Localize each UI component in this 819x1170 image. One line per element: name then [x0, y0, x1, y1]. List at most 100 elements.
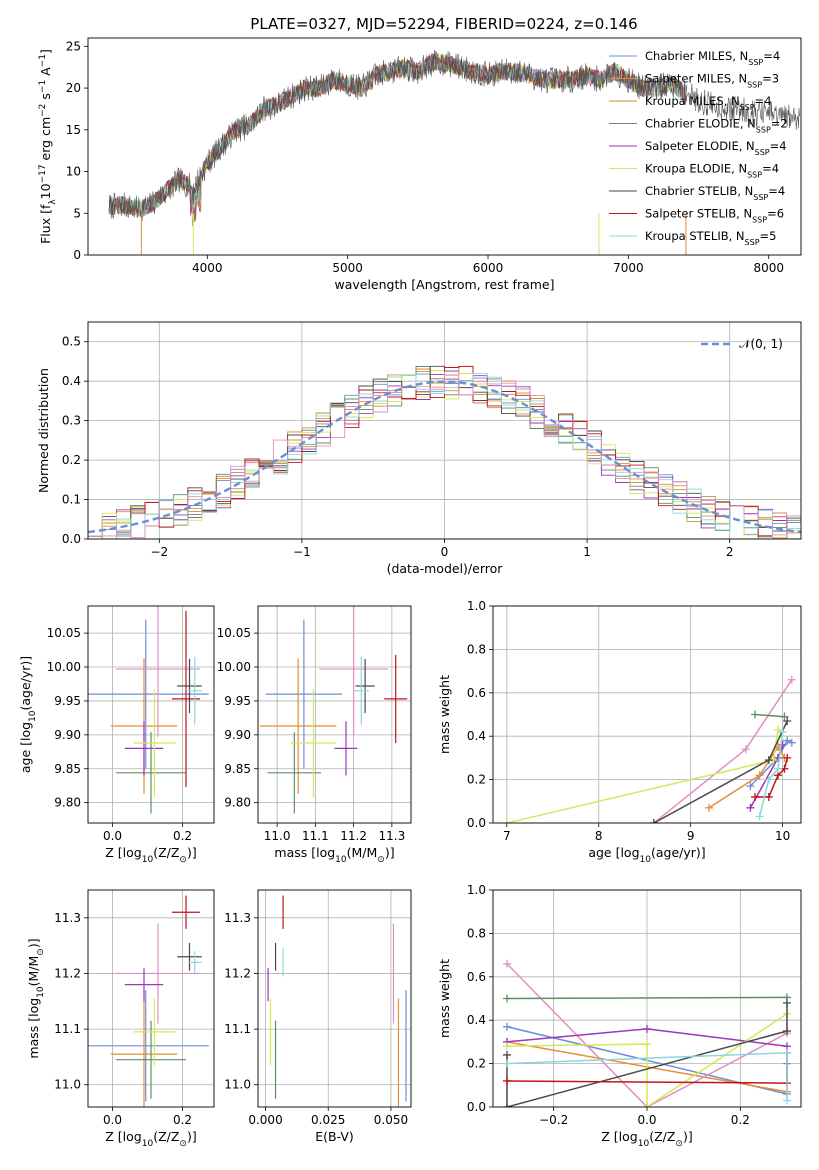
x-tick-label: 11.1: [302, 829, 329, 843]
legend-eq: =: [767, 207, 777, 221]
mass-weight-marker: [741, 745, 750, 754]
plot-frame: [257, 889, 412, 1108]
mass-weight-marker: [751, 792, 760, 801]
x-tick-label: 0.0: [103, 1113, 122, 1127]
y-tick-label: 0.8: [467, 642, 486, 656]
legend-sub: SSP: [756, 125, 771, 134]
legend-nssp: 4: [778, 184, 785, 198]
legend-nssp: 6: [777, 207, 784, 221]
x-axis-label-part: )]: [187, 1129, 197, 1144]
legend-nssp: 2: [780, 117, 787, 131]
age-vs-mass-panel: 11.0 11.1 11.2 11.3 9.80 9.85 9.90 9.95 10.00 10.…: [217, 605, 412, 865]
mass-weight-marker: [503, 1042, 511, 1051]
x-tick-label: −1: [293, 545, 311, 559]
x-axis-label-part: 10: [335, 855, 347, 865]
x-axis-label-part: ⊙: [675, 1139, 683, 1149]
y-axis-label-part: mass [log: [26, 998, 41, 1059]
legend-sub: SSP: [747, 170, 762, 179]
legend-nssp: 5: [769, 229, 776, 243]
y-tick-label: 0.0: [62, 532, 81, 546]
legend-eq: =: [770, 139, 780, 153]
x-axis-label-part: ⊙: [179, 855, 187, 865]
y-axis-label-part: −17: [38, 164, 48, 183]
x-axis-label: mass [log10(M/M⊙)]: [274, 845, 394, 865]
legend-entry: Salpeter MILES, NSSP=3: [645, 72, 779, 90]
x-axis-label-part: (Z/Z: [153, 845, 179, 860]
x-axis-label-part: 10: [142, 1139, 154, 1149]
y-axis-label-part: erg cm: [38, 117, 53, 165]
mass-weight-marker: [503, 1050, 511, 1059]
y-tick-label: 0.4: [467, 729, 486, 743]
y-tick-label: 0: [73, 248, 81, 262]
x-axis-label: E(B-V): [315, 1129, 354, 1144]
spectrum-panel: 4000 5000 6000 7000 80000510152025wavelength…: [38, 37, 802, 292]
legend-series-name: Chabrier MILES: [645, 49, 732, 63]
x-axis-label-part: (Z/Z: [153, 1129, 179, 1144]
y-tick-label: 11.2: [54, 966, 81, 980]
legend-eq: =: [762, 72, 772, 86]
y-tick-label: 0.2: [467, 1057, 486, 1071]
y-axis-label-part: 10: [36, 986, 46, 998]
mass-weight-marker: [778, 727, 787, 736]
mass-weight-marker: [503, 959, 511, 968]
x-tick-label: 0.0: [637, 1113, 656, 1127]
legend-entry: 𝒩(0, 1): [739, 337, 783, 351]
y-tick-label: 11.2: [224, 966, 251, 980]
mass-weight-marker: [755, 771, 764, 780]
y-axis-label: Flux [fλ10−17 erg cm−2 s−1 A−1]: [38, 49, 58, 244]
x-axis-label: (data-model)/error: [387, 561, 504, 576]
legend-entry: Chabrier STELIB, NSSP=4: [645, 184, 785, 202]
legend-eq: =: [763, 49, 773, 63]
y-axis-label-part: (M/M: [26, 956, 41, 987]
x-tick-label: 11.3: [379, 829, 406, 843]
plot-area: [503, 959, 791, 1107]
x-axis-label-part: mass [log: [274, 845, 335, 860]
y-tick-label: 10.00: [217, 660, 251, 674]
x-axis-label-part: 10: [638, 1139, 650, 1149]
mass-weight-marker: [503, 1022, 511, 1031]
mass-weight-marker: [764, 756, 773, 765]
y-tick-label: 5: [73, 206, 81, 220]
y-tick-label: 9.95: [224, 694, 251, 708]
x-tick-label: 0.2: [173, 829, 192, 843]
mass-weight-marker: [746, 782, 755, 791]
y-tick-label: 0.6: [467, 970, 486, 984]
y-tick-label: 11.0: [224, 1078, 251, 1092]
plot-area: [259, 606, 408, 814]
plot-frame: [492, 889, 802, 1108]
y-axis-label-part: λ: [48, 199, 58, 205]
legend-eq: =: [771, 117, 781, 131]
x-tick-label: 0: [441, 545, 449, 559]
y-tick-label: 11.3: [224, 911, 251, 925]
x-tick-label: 1: [583, 545, 591, 559]
legend-series-name: Salpeter STELIB: [645, 207, 736, 221]
x-tick-label: 0.0: [103, 829, 122, 843]
y-tick-label: 9.90: [54, 728, 81, 742]
y-axis-label-part: s: [38, 93, 53, 104]
y-tick-label: 10: [66, 165, 81, 179]
residual-histogram: [88, 365, 801, 539]
legend-sep: , N: [740, 117, 756, 131]
plot-area: [88, 895, 209, 1107]
legend-entry: Salpeter STELIB, NSSP=6: [645, 207, 784, 225]
y-tick-label: 9.85: [224, 762, 251, 776]
legend-entry: Chabrier ELODIE, NSSP=2: [645, 117, 788, 135]
mass-weight-marker: [780, 712, 789, 721]
plot-frame: [257, 605, 412, 824]
y-tick-label: 0.0: [467, 1100, 486, 1114]
mass-weight-marker: [503, 1103, 511, 1107]
y-tick-label: 9.80: [54, 796, 81, 810]
y-axis-label-part: −1: [38, 80, 48, 93]
legend-sub: SSP: [747, 80, 762, 89]
x-tick-label: 0.050: [374, 1113, 408, 1127]
mass-weight-marker: [783, 717, 792, 726]
plot-area: [88, 606, 209, 814]
mass-weight-marker: [755, 812, 764, 821]
x-tick-label: −2: [150, 545, 168, 559]
y-axis-label-part: )]: [26, 938, 41, 948]
plot-area: [88, 365, 801, 539]
y-tick-label: 1.0: [467, 599, 486, 613]
y-tick-label: 9.95: [54, 694, 81, 708]
